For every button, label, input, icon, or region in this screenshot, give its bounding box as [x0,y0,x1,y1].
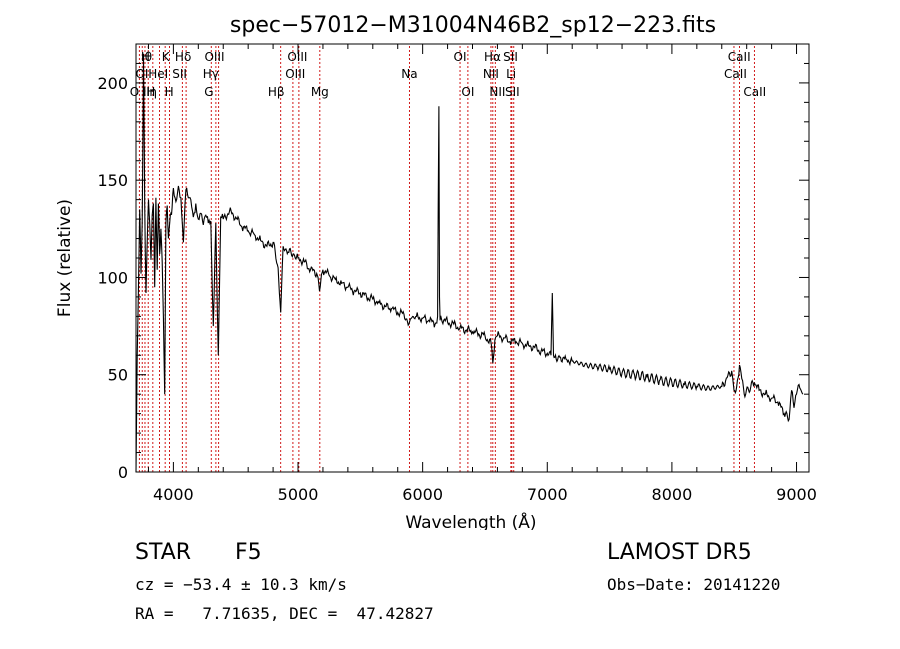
x-axis-ticks: 4000 5000 6000 7000 8000 9000 [147,44,817,504]
line-label: OI [135,67,148,81]
line-label: CaII [728,50,751,64]
x-axis-label: Wavelength (Å) [405,511,536,530]
line-label: SII [172,67,187,81]
line-label: OI [454,50,467,64]
object-class: STAR [135,540,192,565]
line-markers [138,46,755,472]
line-label: η [149,85,157,99]
line-label: OIII [285,67,305,81]
line-label: K [162,50,171,64]
line-label: NII [489,85,505,99]
line-label: G [204,85,213,99]
line-label: H [165,85,174,99]
y-tick-label: 50 [108,366,128,385]
line-label: Hδ [175,50,191,64]
line-label: CaII [743,85,766,99]
line-labels: O IIOIHθHηHeIKHSIIHδGHγOIIIHβOIIIOIIIMgN… [130,50,767,99]
y-axis-label: Flux (relative) [55,199,75,317]
line-label: Hβ [268,85,285,99]
survey-name: LAMOST DR5 [607,540,752,565]
line-label: Mg [311,85,329,99]
x-tick-label: 6000 [402,485,443,504]
redshift-text: cz = −53.4 ± 10.3 km/s [135,575,347,594]
line-label: Na [401,67,417,81]
line-label: NII [483,67,499,81]
x-tick-label: 8000 [652,485,693,504]
line-label: H [146,85,155,99]
y-tick-label: 0 [118,463,128,482]
line-label: SII [503,50,518,64]
spectrum-chart: spec−57012−M31004N46B2_sp12−223.fits O I… [55,13,817,530]
coordinates-text: RA = 7.71635, DEC = 47.42827 [135,604,434,623]
x-tick-label: 4000 [153,485,194,504]
y-tick-label: 200 [97,74,128,93]
y-axis-ticks: 0 50 100 150 200 [97,43,809,482]
line-label: SII [505,85,520,99]
x-tick-label: 5000 [278,485,319,504]
y-tick-label: 150 [97,171,128,190]
plot-frame [135,43,810,473]
obs-date-text: Obs−Date: 20141220 [607,575,781,594]
line-label: H [141,50,150,64]
line-label: OIII [287,50,307,64]
line-label: Hγ [203,67,219,81]
line-label: OI [461,85,474,99]
line-label: O II [130,85,150,99]
line-label: CaII [724,67,747,81]
chart-title: spec−57012−M31004N46B2_sp12−223.fits [230,13,716,38]
object-subclass: F5 [235,540,262,565]
line-label: θ [145,50,152,64]
x-tick-label: 9000 [776,485,817,504]
spectrum-line [135,53,804,473]
x-tick-label: 7000 [527,485,568,504]
line-label: Hα [484,50,501,64]
line-label: OIII [204,50,224,64]
line-label: HeI [148,67,168,81]
y-tick-label: 100 [97,268,128,287]
line-label: Li [506,67,516,81]
